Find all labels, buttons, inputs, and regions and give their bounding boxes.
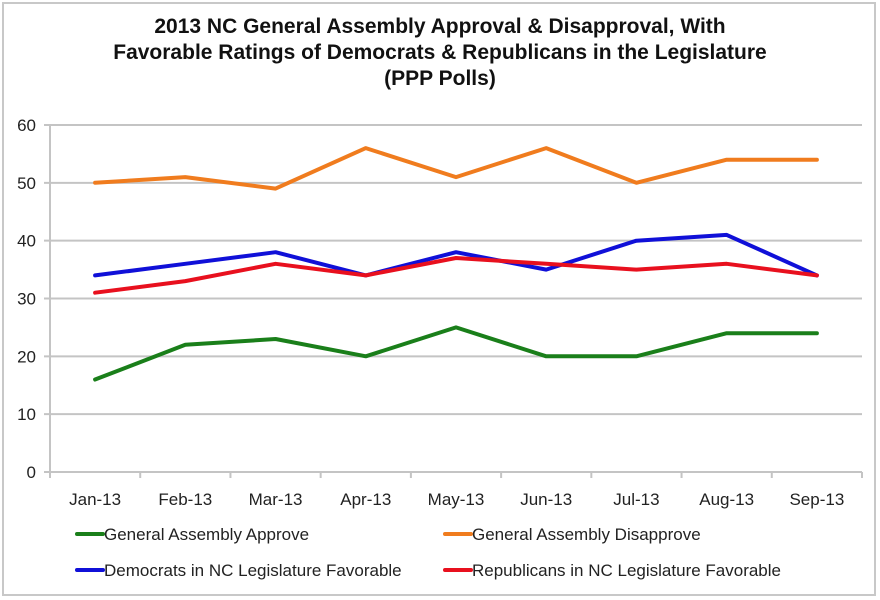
x-tick-label: Sep-13 — [789, 490, 844, 509]
x-tick-label: Jan-13 — [69, 490, 121, 509]
y-tick-label: 20 — [17, 347, 36, 366]
y-tick-label: 40 — [17, 232, 36, 251]
x-tick-label: Apr-13 — [340, 490, 391, 509]
y-tick-label: 60 — [17, 116, 36, 135]
legend-label: Republicans in NC Legislature Favorable — [472, 561, 781, 580]
chart-title-line-3: (PPP Polls) — [384, 67, 496, 90]
chart-title-line-1: 2013 NC General Assembly Approval & Disa… — [154, 15, 726, 38]
gridlines — [44, 124, 862, 473]
y-tick-label: 10 — [17, 405, 36, 424]
x-tick-label: Mar-13 — [249, 490, 303, 509]
chart-title-line-2: Favorable Ratings of Democrats & Republi… — [113, 41, 767, 64]
x-tick-label: Jun-13 — [520, 490, 572, 509]
legend-label: Democrats in NC Legislature Favorable — [104, 561, 402, 580]
x-tick-label: Aug-13 — [699, 490, 754, 509]
series-lines — [93, 146, 819, 382]
axes: 0 10 20 30 40 50 60 Jan-13 Feb-13 Mar-13 Apr-13 May… — [17, 116, 863, 509]
x-tick-label: Feb-13 — [158, 490, 212, 509]
x-tick-label: Jul-13 — [613, 490, 659, 509]
chart-title: 2013 NC General Assembly Approval & Disa… — [0, 14, 880, 92]
legend-label: General Assembly Disapprove — [472, 525, 701, 544]
y-tick-label: 0 — [27, 463, 36, 482]
legend-label: General Assembly Approve — [104, 525, 309, 544]
x-tick-label: May-13 — [428, 490, 485, 509]
legend: General Assembly Approve General Assembly… — [75, 525, 781, 580]
y-tick-label: 30 — [17, 290, 36, 309]
y-tick-label: 50 — [17, 174, 36, 193]
series-line-0 — [93, 325, 819, 382]
